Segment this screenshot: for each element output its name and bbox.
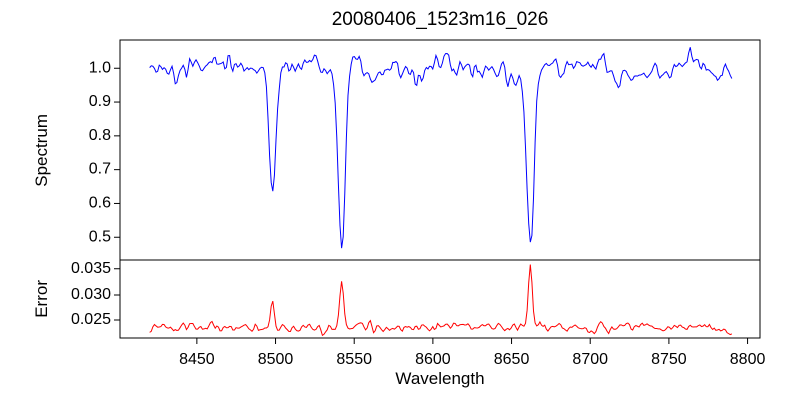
svg-text:0.8: 0.8: [89, 127, 111, 144]
svg-text:8600: 8600: [415, 351, 451, 368]
svg-text:0.035: 0.035: [71, 260, 111, 277]
svg-text:0.7: 0.7: [89, 161, 111, 178]
svg-text:8650: 8650: [494, 351, 530, 368]
svg-text:0.6: 0.6: [89, 194, 111, 211]
svg-text:8700: 8700: [572, 351, 608, 368]
svg-text:0.025: 0.025: [71, 311, 111, 328]
svg-text:1.0: 1.0: [89, 59, 111, 76]
svg-text:8550: 8550: [336, 351, 372, 368]
svg-text:0.5: 0.5: [89, 228, 111, 245]
svg-text:0.9: 0.9: [89, 93, 111, 110]
svg-text:8450: 8450: [179, 351, 215, 368]
svg-text:8750: 8750: [651, 351, 687, 368]
svg-text:0.030: 0.030: [71, 286, 111, 303]
svg-text:8500: 8500: [258, 351, 294, 368]
svg-text:8800: 8800: [730, 351, 766, 368]
